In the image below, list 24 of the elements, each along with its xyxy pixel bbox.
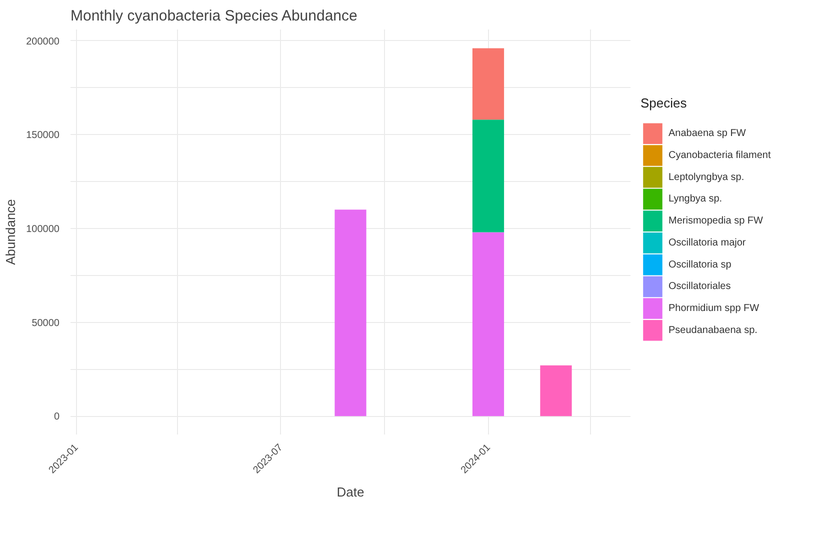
bar bbox=[540, 365, 572, 416]
legend-label: Pseudanabaena sp. bbox=[668, 324, 758, 336]
chart-title: Monthly cyanobacteria Species Abundance bbox=[70, 8, 358, 24]
legend-label: Oscillatoria major bbox=[668, 237, 746, 248]
legend-label: Lyngbya sp. bbox=[668, 194, 722, 205]
bar bbox=[472, 232, 504, 416]
legend-title: Species bbox=[640, 96, 688, 110]
y-tick-label: 200000 bbox=[26, 36, 60, 48]
legend-label: Cyanobacteria filament bbox=[668, 150, 771, 161]
legend-label: Oscillatoriales bbox=[668, 281, 731, 292]
y-tick-label: 50000 bbox=[32, 318, 60, 329]
bar bbox=[472, 120, 504, 232]
legend-label: Merismopedia sp FW bbox=[668, 216, 764, 227]
y-tick-label: 150000 bbox=[26, 130, 60, 142]
legend-label: Anabaena sp FW bbox=[668, 128, 746, 140]
bar bbox=[472, 48, 504, 120]
legend-label: Oscillatoria sp bbox=[668, 259, 732, 270]
y-tick-label: 0 bbox=[54, 412, 60, 423]
y-tick-label: 100000 bbox=[26, 224, 60, 235]
legend-label: Phormidium spp FW bbox=[668, 303, 760, 314]
bar bbox=[334, 210, 366, 416]
y-axis-title: Abundance bbox=[3, 199, 18, 265]
x-axis-title: Date bbox=[336, 484, 364, 500]
legend-label: Leptolyngbya sp. bbox=[668, 172, 744, 183]
